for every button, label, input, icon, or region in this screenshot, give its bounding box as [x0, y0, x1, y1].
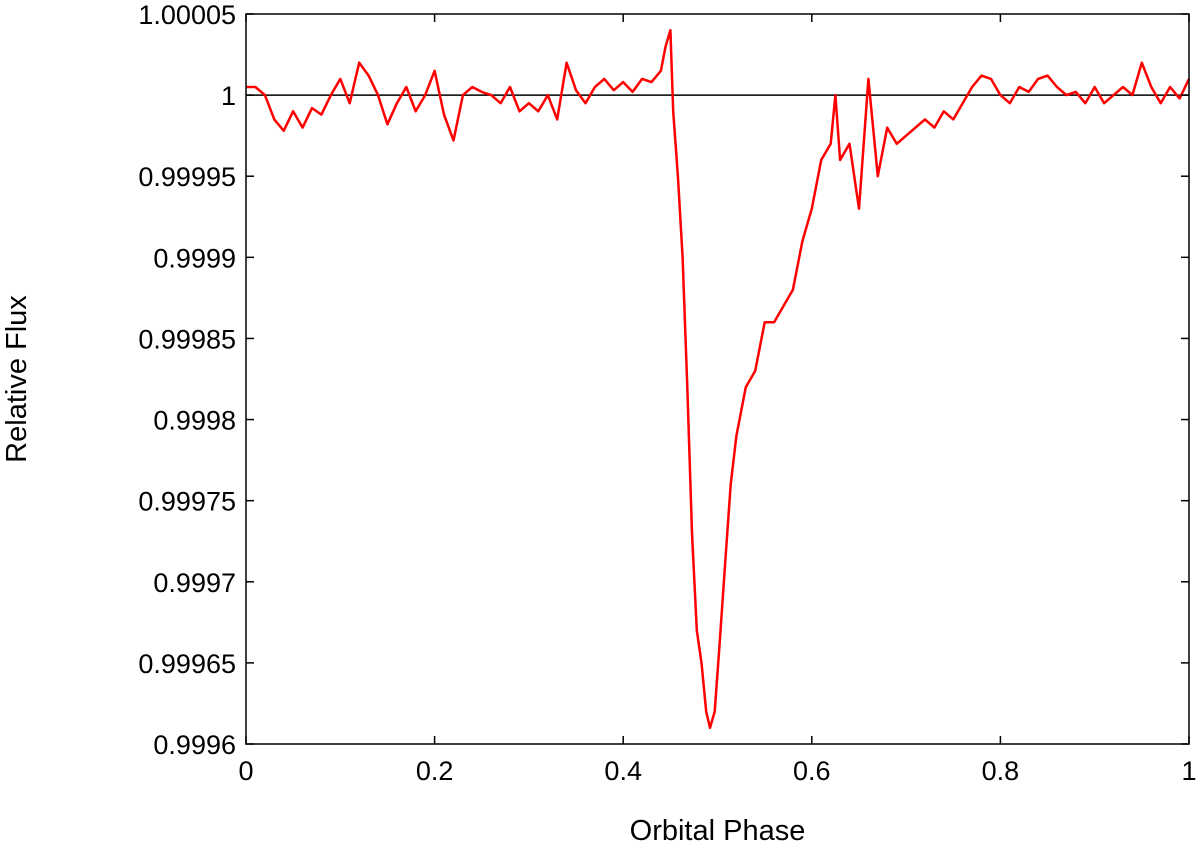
y-tick-label: 0.99965: [138, 649, 236, 679]
x-tick-label: 0.8: [982, 756, 1020, 786]
y-tick-label: 0.99995: [138, 162, 236, 192]
y-tick-label: 0.9998: [153, 406, 236, 436]
y-tick-label: 0.99985: [138, 324, 236, 354]
y-tick-label: 1: [221, 81, 236, 111]
x-tick-label: 0.4: [604, 756, 642, 786]
x-tick-label: 1: [1181, 756, 1196, 786]
plot-frame: [245, 13, 1190, 745]
y-tick-label: 0.9996: [153, 730, 236, 760]
y-tick-label: 0.9997: [153, 568, 236, 598]
y-axis-title: Relative Flux: [1, 295, 33, 463]
series-line-0: [246, 28, 1191, 730]
plot-layer: [246, 28, 1191, 730]
y-tick-label: 0.99975: [138, 487, 236, 517]
x-tick-label: 0.6: [793, 756, 831, 786]
x-tick-label: 0: [238, 756, 253, 786]
y-tick-label: 0.9999: [153, 243, 236, 273]
x-tick-label: 0.2: [416, 756, 454, 786]
x-axis-title: Orbital Phase: [630, 815, 806, 847]
y-tick-label: 1.00005: [138, 0, 236, 30]
tick-layer: 0 0.2 0.4 0.6 0.8 1 0.9996 0.99965 0.9997 0.99975…: [138, 0, 1196, 786]
